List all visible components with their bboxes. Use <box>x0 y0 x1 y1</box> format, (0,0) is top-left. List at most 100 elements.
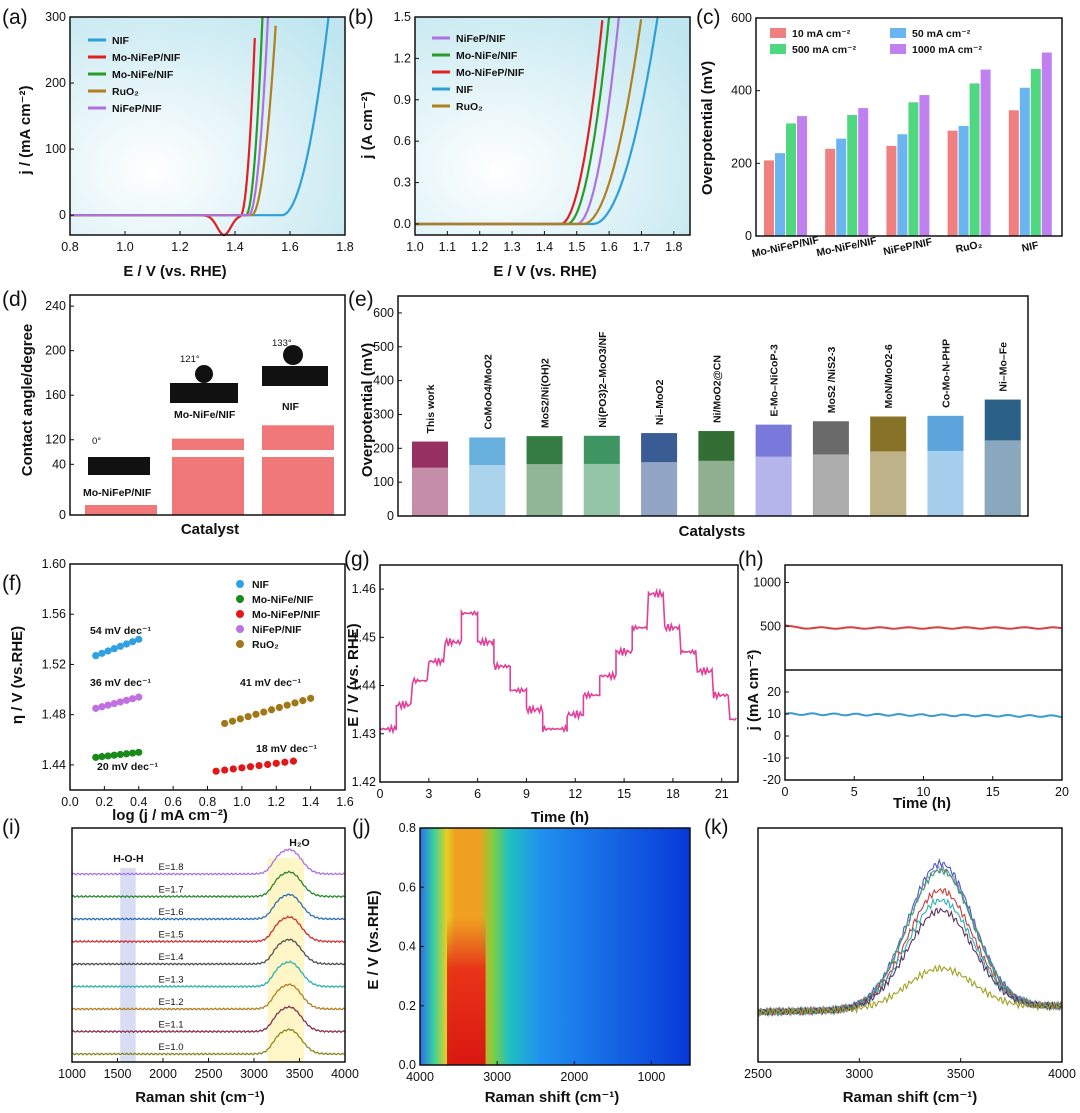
potential-label: E=1.1 <box>158 1020 183 1031</box>
panel-label: (e) <box>348 288 374 311</box>
legend-entry: Mo-NiFeP/NIF <box>456 67 525 79</box>
category-label: MoS2/Ni(OH)2 <box>540 358 552 428</box>
category-label: This work <box>425 384 437 433</box>
x-tick-label: 2000 <box>560 1070 588 1084</box>
bar-fade <box>526 464 563 516</box>
bar <box>908 102 919 236</box>
data-point <box>129 695 137 703</box>
x-tick-label: 1.2 <box>268 795 285 809</box>
panel-label: (i) <box>2 816 21 839</box>
x-tick-label: 1.8 <box>336 240 353 254</box>
data-point <box>255 761 263 770</box>
x-axis-label: Catalysts <box>679 523 746 540</box>
data-point <box>267 706 276 714</box>
x-tick-label: 1.3 <box>503 240 520 254</box>
data-point <box>299 697 307 705</box>
angle-label: 133° <box>272 338 292 349</box>
x-tick-label: 2500 <box>744 1067 772 1081</box>
y-tick-label: 1.45 <box>352 630 376 644</box>
y-tick-label: 500 <box>373 340 394 354</box>
y-tick-label: 0.4 <box>399 940 416 954</box>
legend-entry: RuO₂ <box>112 86 139 98</box>
bar <box>897 134 908 236</box>
legend-entry: Mo-NiFe/NIF <box>112 69 174 81</box>
series-line <box>757 863 1063 1018</box>
y-tick-label: 20 <box>767 685 781 699</box>
x-axis-label: Raman shift (cm⁻¹) <box>485 1089 620 1106</box>
x-tick-label: 2500 <box>195 1067 223 1081</box>
x-tick-label: 1000 <box>58 1067 86 1081</box>
bar <box>1019 87 1030 236</box>
potential-label: E=1.3 <box>158 975 183 986</box>
band-label: H-O-H <box>113 853 143 865</box>
x-tick-label: 0.0 <box>61 795 78 809</box>
y-tick-label: 1.46 <box>352 582 376 596</box>
y-tick-label: 40 <box>52 457 66 471</box>
potential-label: E=1.2 <box>158 997 183 1008</box>
data-point <box>307 694 315 702</box>
series-line <box>71 960 346 989</box>
y-axis-label: j (mA cm⁻²) <box>745 650 762 732</box>
data-point <box>110 699 118 708</box>
data-point <box>281 758 289 766</box>
series-line <box>379 587 737 735</box>
y-tick-label: 0.8 <box>399 821 416 835</box>
bar-fade <box>927 450 964 516</box>
data-point <box>104 701 112 709</box>
category-label: Mo-NiFe/NIF <box>815 235 878 260</box>
bar <box>858 108 869 236</box>
x-tick-label: 1.0 <box>116 240 133 254</box>
category-label: E-Mo–NiCoP-3 <box>769 344 781 416</box>
legend-entry: Mo-NiFeP/NIF <box>252 609 321 621</box>
x-tick-label: 3000 <box>845 1067 873 1081</box>
x-axis-label: log (j / mA cm⁻²) <box>112 807 228 824</box>
tafel-slope-label: 41 mV dec⁻¹ <box>240 677 301 689</box>
plot-frame <box>755 17 1063 237</box>
category-label: Mo-NiFe/NIF <box>174 409 236 421</box>
data-point <box>110 645 118 653</box>
bar <box>755 424 792 516</box>
panel-label: (k) <box>704 816 729 839</box>
panel-label: (d) <box>2 288 28 311</box>
series-line <box>71 983 346 1011</box>
potential-label: E=1.5 <box>158 930 183 941</box>
data-point <box>229 765 237 773</box>
y-tick-label: 1.42 <box>352 775 376 789</box>
bar <box>786 123 796 236</box>
potential-label: E=1.7 <box>158 885 183 896</box>
data-point <box>275 703 283 712</box>
bar <box>775 153 785 236</box>
y-tick-label: 1.48 <box>42 708 66 722</box>
x-tick-label: 6 <box>474 787 481 801</box>
data-point <box>246 763 255 771</box>
data-point <box>212 767 220 775</box>
droplet-substrate <box>170 383 238 403</box>
x-tick-label: 2000 <box>149 1067 177 1081</box>
legend-marker <box>236 640 244 648</box>
x-tick-label: 1.5 <box>568 240 585 254</box>
bar <box>812 421 849 516</box>
y-tick-label: 200 <box>45 76 66 90</box>
data-point <box>116 698 124 706</box>
bar <box>919 95 930 236</box>
y-tick-label: 600 <box>731 11 752 25</box>
category-label: MoS2 /NiS2-3 <box>826 347 838 414</box>
y-tick-label: 240 <box>45 299 66 313</box>
data-point <box>98 649 106 657</box>
panel-label: (f) <box>2 572 22 595</box>
y-axis-label: E / V (vs. RHE) <box>345 623 362 726</box>
y-tick-label: 0.9 <box>394 93 411 107</box>
category-label: Ni(PO3)2–MoO3/NF <box>597 331 609 428</box>
y-tick-label: 1.5 <box>394 10 411 24</box>
series-line <box>71 848 346 876</box>
panel-label: (g) <box>344 548 370 571</box>
band-label: H₂O <box>289 837 309 849</box>
x-tick-label: 1.4 <box>536 240 553 254</box>
x-tick-label: 3500 <box>286 1067 314 1081</box>
bar-fade <box>755 456 792 516</box>
bar <box>870 416 907 516</box>
data-point <box>244 713 252 721</box>
y-tick-label: 0 <box>59 508 66 522</box>
y-tick-label: 200 <box>731 156 752 170</box>
x-tick-label: 1.1 <box>439 240 456 254</box>
